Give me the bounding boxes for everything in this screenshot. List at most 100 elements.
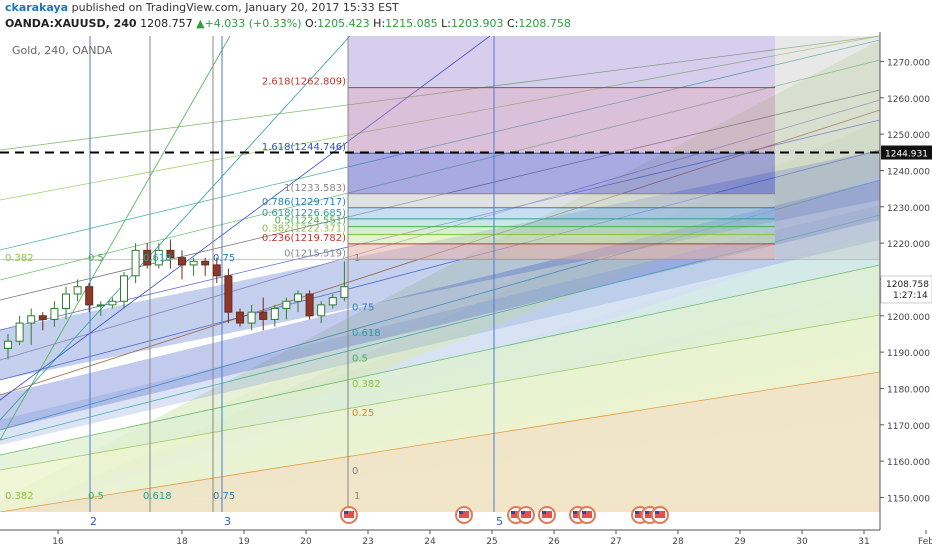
dashed-level-tag — [881, 145, 932, 160]
candle-bull — [15, 322, 24, 342]
fib-level-label: 0.382(1222.371) — [262, 223, 346, 234]
time-tick-label: 18 — [176, 537, 188, 547]
author-name[interactable]: ckarakaya — [5, 1, 69, 14]
chart-title: Gold, 240, OANDA — [12, 44, 113, 57]
fan-line — [0, 35, 880, 151]
fib-gray-extension — [775, 36, 880, 260]
fan-line-steep — [0, 35, 491, 401]
fan-band — [0, 315, 880, 512]
fib-level-label: 2.618(1262.809) — [262, 77, 346, 88]
candle-bull — [340, 286, 349, 299]
fib-level-label: 0.786(1229.717) — [262, 197, 346, 208]
candle-bull — [317, 304, 326, 317]
fan-line — [0, 149, 880, 381]
fan-label-right: 0.75 — [352, 303, 374, 314]
time-tick-label: 24 — [424, 537, 436, 547]
event-flag-stripes — [645, 511, 655, 518]
fib-level-label: 0(1215.519) — [284, 248, 346, 259]
fan-label-bottom: 0.75 — [213, 491, 235, 502]
event-flag-canton — [573, 511, 577, 514]
candle-bear — [259, 311, 268, 320]
candle-bear — [166, 249, 175, 259]
time-tick-label: 29 — [734, 537, 746, 547]
bar-countdown-label: 1:27:14 — [893, 291, 928, 301]
time-tick-label: 20 — [300, 537, 312, 547]
event-flag-stripes — [459, 511, 469, 518]
fan-line — [0, 35, 880, 201]
price-tick-label: 1260.000 — [887, 95, 930, 105]
candle-bull — [328, 297, 337, 306]
time-tick-label: 23 — [362, 537, 373, 547]
time-axis[interactable] — [0, 530, 880, 550]
fib-zone — [348, 218, 775, 227]
fib-zone — [348, 243, 775, 260]
price-tick-label: 1230.000 — [887, 204, 930, 214]
fan-band — [0, 40, 880, 512]
candle-bear — [212, 264, 221, 277]
event-flag-canton — [344, 511, 348, 514]
price-tick-label: 1160.000 — [887, 458, 930, 468]
price-tick-label: 1240.000 — [887, 167, 930, 177]
price-tick-label: 1150.000 — [887, 494, 930, 504]
candle-bull — [154, 249, 163, 266]
event-flag-stripes — [521, 511, 531, 518]
candle-bull — [4, 340, 12, 349]
candle-bull — [108, 300, 117, 306]
low-label: L: — [441, 17, 451, 30]
candle-bear — [305, 293, 314, 317]
event-flag-canton — [635, 511, 639, 514]
fan-line-steep — [0, 35, 351, 421]
candle-bull — [282, 300, 291, 310]
last-price: 1208.757 — [140, 17, 193, 30]
price-tick-label: 1180.000 — [887, 385, 930, 395]
high-value: 1215.085 — [385, 17, 438, 30]
fib-zone — [348, 226, 775, 235]
price-tick-label: 1200.000 — [887, 313, 930, 323]
time-tick-label: 31 — [858, 537, 869, 547]
candle-bear — [143, 249, 152, 266]
fan-line — [0, 264, 880, 456]
event-flag-stripes — [511, 511, 521, 518]
candle-bull — [96, 304, 105, 307]
time-marker-label: 3 — [224, 515, 231, 528]
event-flag-stripes — [635, 511, 645, 518]
candle-bear — [178, 257, 186, 266]
time-tick-label: 16 — [52, 537, 64, 547]
time-marker-label: 5 — [496, 515, 503, 528]
fib-level-label: 0.618(1226.685) — [262, 208, 346, 219]
time-tick-label: 27 — [610, 537, 621, 547]
current-price-label: 1208.758 — [886, 280, 929, 290]
close-value: 1208.758 — [518, 17, 571, 30]
fib-zone — [348, 193, 775, 208]
time-marker-label: 2 — [90, 515, 97, 528]
fan-line — [0, 314, 880, 471]
fan-label-right: 0.618 — [352, 328, 381, 339]
fib-level-label: 0.236(1219.782) — [262, 233, 346, 244]
time-tick-label: Feb — [918, 537, 932, 547]
fan-label-top: 0.75 — [213, 253, 235, 264]
price-tick-label: 1190.000 — [887, 349, 930, 359]
fan-label-bottom: 0.5 — [88, 491, 104, 502]
candle-bull — [189, 260, 198, 266]
fan-band — [0, 265, 880, 470]
close-label: C: — [507, 17, 519, 30]
fib-zone-1618 — [348, 153, 775, 194]
fib-level-label: 0.5(1224.551) — [275, 216, 347, 227]
fan-line-steep — [0, 35, 231, 441]
event-flag-canton — [542, 511, 546, 514]
candle-bull — [62, 293, 70, 310]
open-value: 1205.423 — [317, 17, 370, 30]
fan-line — [0, 371, 880, 512]
price-tick-label: 1220.000 — [887, 240, 930, 250]
fib-zone — [348, 207, 775, 219]
fib-level-label: 1.618(1244.746) — [262, 142, 346, 153]
time-tick-label: 30 — [796, 537, 808, 547]
candle-bear — [38, 315, 47, 320]
up-arrow-icon: ▲ — [196, 17, 205, 30]
event-flag-canton — [645, 511, 649, 514]
time-tick-label: 25 — [486, 537, 497, 547]
candle-bull — [27, 315, 36, 324]
blue-channel-lowest — [0, 205, 880, 445]
